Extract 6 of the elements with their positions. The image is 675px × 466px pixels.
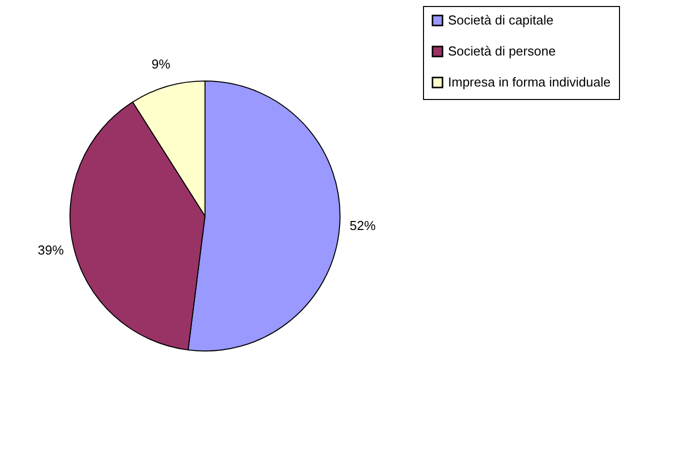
data-label: 39% [38,242,64,258]
legend-label: Società di persone [448,44,556,58]
data-label: 9% [152,56,171,72]
legend-label: Impresa in forma individuale [448,74,611,90]
legend-label: Società di capitale [448,12,554,28]
data-label: 52% [350,218,376,233]
